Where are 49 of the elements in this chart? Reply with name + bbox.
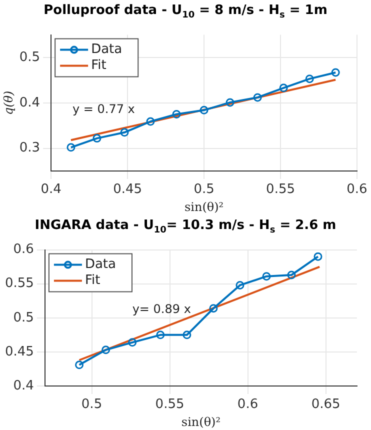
point (331, 68, 340, 77)
chart-title: Polluproof data - U$_{10}$ = 8 m/s - H$_{s}$ = 1m (42, 2, 328, 23)
point (305, 74, 314, 84)
y-tick-label: 0.3 (19, 140, 40, 156)
x-tick-label: 0.55 (155, 397, 184, 412)
y-tick-label: 0.55 (4, 276, 34, 292)
legend-label: Data (91, 42, 122, 58)
point (236, 280, 244, 290)
x-tick-label: 0.65 (311, 397, 340, 412)
point (182, 330, 192, 340)
legend-label: Data (84, 257, 116, 272)
point (314, 252, 322, 261)
point (102, 346, 110, 354)
y-tick-label: 0.5 (19, 50, 40, 65)
annotation: y= 0.89 x (132, 302, 191, 316)
point (128, 338, 137, 347)
y-tick-label: 0.5 (13, 310, 34, 326)
y-axis-title: q(θ) (1, 90, 16, 116)
point (253, 93, 262, 102)
point (92, 134, 102, 143)
chart-title: INGARA data - U$_{10}$= 10.3 m/s - H$_{s}$ = 2.6 m (34, 217, 338, 238)
y-tick-label: 0.4 (13, 378, 34, 394)
annotation: y = 0.77 x (72, 102, 135, 116)
point (75, 360, 84, 370)
x-axis-title: sin(θ)² (181, 414, 221, 429)
point (156, 330, 165, 340)
point (120, 128, 129, 137)
point (209, 304, 218, 313)
legend-label: Fit (84, 273, 100, 288)
x-tick-label: 0.45 (113, 182, 142, 198)
x-tick-label: 0.5 (194, 182, 214, 198)
point (172, 110, 181, 118)
x-tick-label: 0.5 (81, 397, 102, 412)
y-tick-label: 0.4 (19, 95, 40, 110)
y-tick-label: 0.6 (13, 242, 34, 258)
legend-label: Fit (91, 58, 106, 74)
point (200, 106, 208, 114)
point (279, 84, 288, 92)
point (262, 272, 271, 281)
point (287, 270, 296, 280)
point (66, 143, 76, 152)
x-tick-label: 0.6 (237, 397, 258, 412)
point (146, 117, 155, 126)
y-tick-label: 0.45 (4, 344, 34, 360)
x-axis-title: sin(θ)² (184, 200, 224, 214)
x-tick-label: 0.4 (40, 182, 62, 198)
x-tick-label: 0.6 (346, 182, 368, 198)
x-tick-label: 0.55 (266, 182, 295, 198)
point (226, 98, 234, 107)
